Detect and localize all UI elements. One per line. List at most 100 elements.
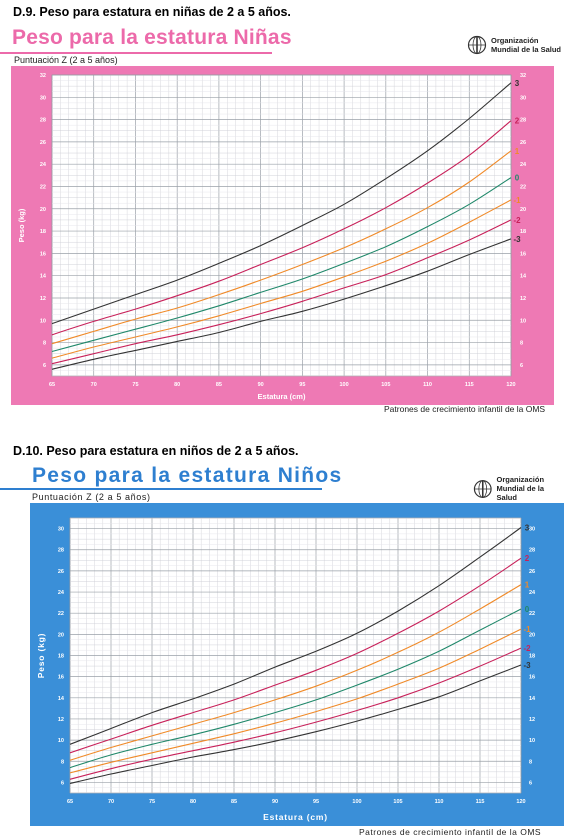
zscore-label--1: -1 bbox=[513, 196, 521, 205]
y-tick-label-right: 14 bbox=[529, 696, 536, 702]
zscore-label-1: 1 bbox=[525, 581, 530, 590]
y-tick-label-left: 28 bbox=[40, 118, 46, 124]
y-tick-label-right: 16 bbox=[529, 675, 535, 681]
x-tick-label: 105 bbox=[381, 382, 390, 388]
y-axis-label: Peso (kg) bbox=[17, 208, 26, 242]
y-tick-label-left: 30 bbox=[58, 527, 64, 533]
y-tick-label-left: 18 bbox=[58, 654, 64, 660]
zscore-label--3: -3 bbox=[523, 661, 531, 670]
x-tick-label: 95 bbox=[313, 799, 319, 805]
y-tick-label-right: 24 bbox=[520, 162, 527, 168]
zscore-curve--2 bbox=[69, 647, 522, 780]
zscore-curve--1 bbox=[69, 628, 522, 774]
y-tick-label-left: 14 bbox=[40, 274, 47, 280]
girls-source-note: Patrones de crecimiento infantil de la O… bbox=[384, 404, 546, 414]
y-tick-label-right: 8 bbox=[520, 341, 523, 347]
x-tick-label: 120 bbox=[516, 799, 525, 805]
girls-zscore-label: Puntuación Z (2 a 5 años) bbox=[14, 55, 118, 65]
x-tick-label: 65 bbox=[67, 799, 73, 805]
y-tick-label-left: 20 bbox=[40, 207, 46, 213]
x-axis-label: Estatura (cm) bbox=[263, 812, 328, 822]
who-line2: Mundial de la Salud bbox=[491, 45, 562, 54]
zscore-curve--1 bbox=[51, 199, 512, 359]
y-tick-label-right: 32 bbox=[520, 73, 526, 79]
zscore-curve--3 bbox=[69, 664, 522, 785]
who-logo-girls: Organización Mundial de la Salud bbox=[466, 35, 561, 55]
girls-chart-title: Peso para la estatura Niñas bbox=[12, 26, 292, 49]
y-tick-label-left: 32 bbox=[40, 73, 46, 79]
y-tick-label-left: 28 bbox=[58, 548, 64, 554]
zscore-curve--2 bbox=[51, 219, 512, 365]
zscore-curve-3 bbox=[69, 527, 522, 745]
y-tick-label-right: 16 bbox=[520, 251, 526, 257]
y-tick-label-left: 20 bbox=[58, 632, 64, 638]
y-tick-label-left: 16 bbox=[40, 251, 46, 257]
x-tick-label: 75 bbox=[149, 799, 155, 805]
who-emblem-icon bbox=[473, 479, 492, 498]
zscore-label-3: 3 bbox=[525, 524, 530, 533]
y-tick-label-right: 12 bbox=[529, 717, 535, 723]
zscore-label--2: -2 bbox=[523, 644, 531, 653]
x-tick-label: 100 bbox=[339, 382, 348, 388]
x-tick-label: 85 bbox=[216, 382, 222, 388]
y-tick-label-left: 22 bbox=[58, 611, 64, 617]
y-tick-label-right: 24 bbox=[529, 590, 536, 596]
girls-title-underline bbox=[0, 52, 272, 54]
y-tick-label-right: 30 bbox=[520, 95, 526, 101]
zscore-label-2: 2 bbox=[525, 554, 530, 563]
boys-zscore-label: Puntuación Z (2 a 5 años) bbox=[32, 492, 151, 502]
x-tick-label: 100 bbox=[352, 799, 361, 805]
x-tick-label: 115 bbox=[476, 799, 485, 805]
x-tick-label: 90 bbox=[258, 382, 264, 388]
x-tick-label: 95 bbox=[299, 382, 305, 388]
y-tick-label-right: 10 bbox=[529, 738, 535, 744]
girls-section-heading: D.9. Peso para estatura en niñas de 2 a … bbox=[13, 5, 291, 19]
zscore-curve--3 bbox=[51, 238, 512, 370]
y-tick-label-left: 22 bbox=[40, 184, 46, 190]
x-tick-label: 85 bbox=[231, 799, 237, 805]
y-tick-label-right: 20 bbox=[520, 207, 526, 213]
y-tick-label-right: 18 bbox=[529, 654, 535, 660]
y-tick-label-right: 28 bbox=[529, 548, 535, 554]
y-tick-label-left: 10 bbox=[58, 738, 64, 744]
y-tick-label-left: 26 bbox=[40, 140, 46, 146]
zscore-label-1: 1 bbox=[515, 147, 520, 156]
zscore-label--2: -2 bbox=[513, 216, 521, 225]
x-tick-label: 90 bbox=[272, 799, 278, 805]
zscore-curve-3 bbox=[51, 82, 512, 325]
y-tick-label-right: 30 bbox=[529, 527, 535, 533]
zscore-label-2: 2 bbox=[515, 117, 520, 126]
y-tick-label-left: 12 bbox=[40, 296, 46, 302]
y-tick-label-right: 28 bbox=[520, 118, 526, 124]
who-line2: Mundial de la Salud bbox=[496, 484, 545, 502]
zscore-label--1: -1 bbox=[523, 625, 531, 634]
y-tick-label-right: 8 bbox=[529, 759, 532, 765]
y-axis-label: Peso (kg) bbox=[36, 633, 46, 678]
y-tick-label-left: 10 bbox=[40, 318, 46, 324]
y-tick-label-right: 10 bbox=[520, 318, 526, 324]
y-tick-label-right: 20 bbox=[529, 632, 535, 638]
y-tick-label-right: 12 bbox=[520, 296, 526, 302]
y-tick-label-left: 14 bbox=[58, 696, 65, 702]
y-tick-label-right: 22 bbox=[529, 611, 535, 617]
y-tick-label-left: 24 bbox=[40, 162, 47, 168]
x-tick-label: 110 bbox=[423, 382, 432, 388]
zscore-label-0: 0 bbox=[515, 174, 520, 183]
y-tick-label-left: 18 bbox=[40, 229, 46, 235]
boys-chart-title: Peso para la estatura Niños bbox=[32, 464, 343, 487]
zscore-curve-2 bbox=[69, 557, 522, 754]
who-line1: Organización bbox=[496, 475, 545, 484]
boys-section-heading: D.10. Peso para estatura en niños de 2 a… bbox=[13, 444, 299, 458]
zscore-curve-2 bbox=[51, 120, 512, 336]
y-tick-label-right: 26 bbox=[529, 569, 535, 575]
y-tick-label-left: 24 bbox=[58, 590, 65, 596]
y-tick-label-left: 8 bbox=[43, 341, 46, 347]
y-tick-label-right: 6 bbox=[529, 780, 532, 786]
who-emblem-icon bbox=[467, 35, 487, 55]
y-tick-label-left: 8 bbox=[61, 759, 64, 765]
x-tick-label: 115 bbox=[465, 382, 474, 388]
x-tick-label: 80 bbox=[190, 799, 196, 805]
zscore-curve-0 bbox=[69, 608, 522, 769]
